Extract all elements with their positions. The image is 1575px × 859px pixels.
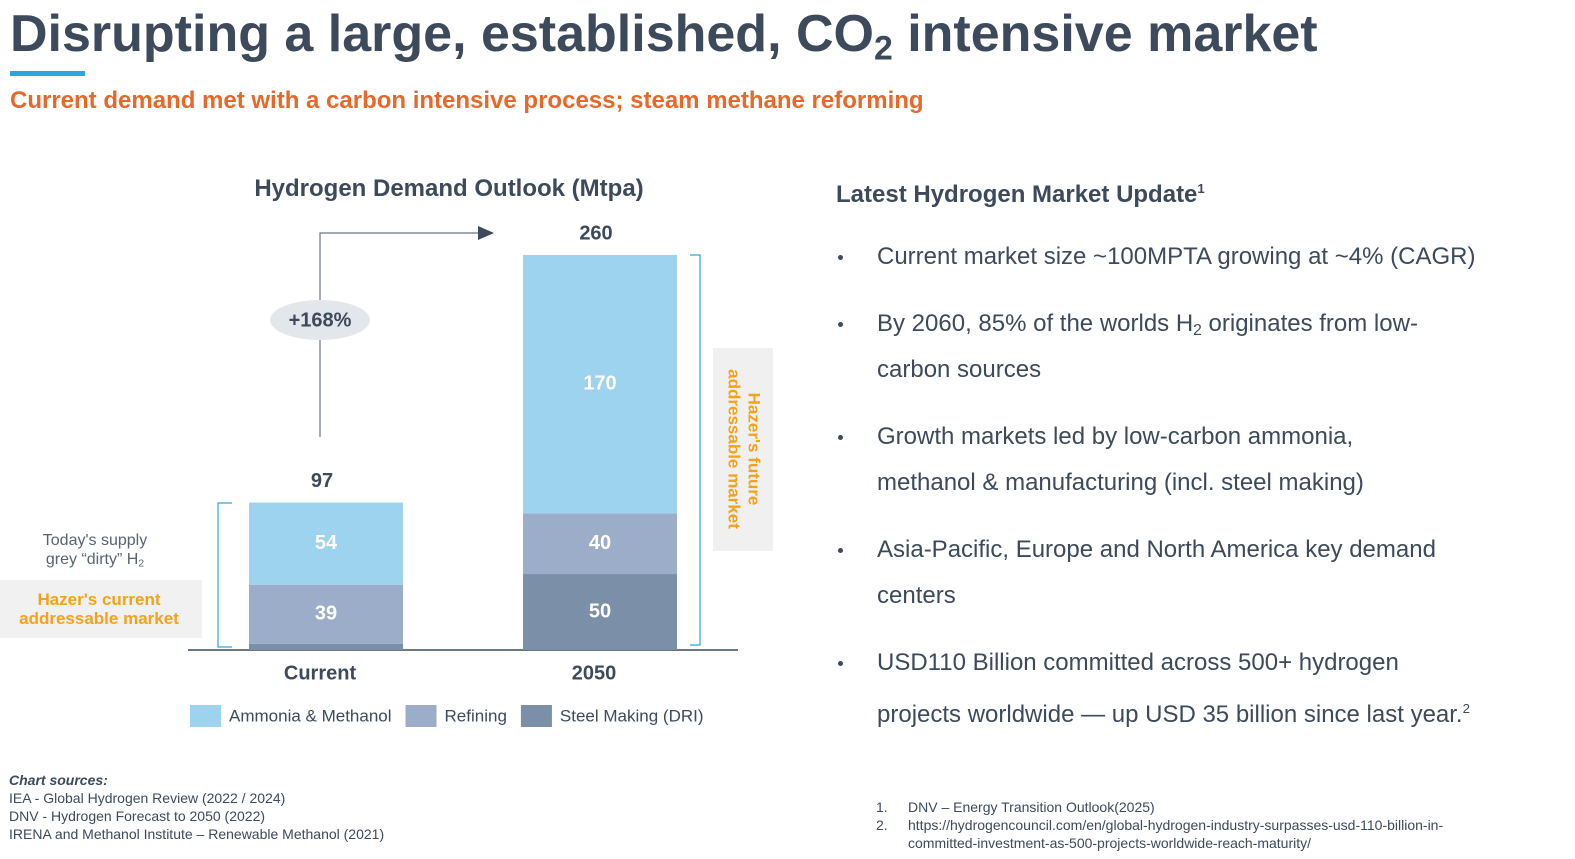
text-run: methanol & manufacturing (incl. steel ma… (877, 469, 1364, 496)
text-run: 2 (1462, 701, 1470, 716)
growth-badge (270, 300, 370, 340)
footnote-line: DNV – Energy Transition Outlook(2025) (908, 799, 1155, 815)
bar-segment (523, 255, 677, 514)
bullet-dot (838, 322, 843, 327)
value-label: 54 (315, 532, 338, 554)
bullet-line: carbon sources (877, 355, 1041, 385)
footnote-line: committed-investment-as-500-projects-wor… (908, 835, 1312, 851)
source-item: IRENA and Methanol Institute – Renewable… (9, 826, 385, 842)
text-run: Today's supply (42, 532, 148, 549)
legend-swatch (520, 705, 552, 727)
bullet-line: methanol & manufacturing (incl. steel ma… (877, 468, 1364, 498)
title-underline (10, 71, 85, 76)
bullet-line: projects worldwide — up USD 35 billion s… (877, 694, 1470, 730)
bar-segment (523, 574, 677, 650)
bullet-line: By 2060, 85% of the worlds H2 originates… (877, 309, 1418, 346)
total-label: 260 (579, 222, 612, 244)
text-run: Growth markets led by low-carbon ammonia… (877, 423, 1354, 450)
source-item: DNV - Hydrogen Forecast to 2050 (2022) (9, 808, 266, 824)
text-run: 2 (138, 558, 145, 570)
growth-label: +168% (289, 309, 352, 331)
text-run: Disrupting a large, established, CO (10, 5, 874, 63)
text-run: 2 (1193, 321, 1202, 339)
current-market-line: addressable market (19, 609, 179, 628)
bar-segment (249, 584, 403, 644)
text-run: Current market size ~100MPTA growing at … (877, 243, 1476, 270)
text-run: carbon sources (877, 356, 1042, 383)
text-run: intensive market (892, 5, 1318, 63)
total-label: 97 (311, 470, 333, 492)
sources-heading: Chart sources: (9, 772, 108, 788)
bullet-line: centers (877, 581, 956, 611)
legend-swatch (405, 705, 437, 727)
footnote-line: https://hydrogencouncil.com/en/global-hy… (908, 817, 1444, 833)
text-run: 2 (873, 29, 893, 68)
legend-swatch (190, 705, 221, 727)
bar-segment (249, 643, 403, 650)
text-run: Asia-Pacific, Europe and North America k… (877, 536, 1436, 563)
bullet-dot (838, 548, 843, 553)
bullet-dot (838, 661, 843, 666)
future-market-line: addressable market (725, 369, 744, 529)
supply-note-line: grey “dirty” H2 (0, 550, 190, 574)
supply-note-line: Today's supply (0, 531, 190, 550)
text-run: originates from low- (1201, 310, 1418, 337)
source-item: IEA - Global Hydrogen Review (2022 / 202… (9, 790, 286, 806)
text-run: Latest Hydrogen Market Update (836, 181, 1198, 209)
text-run: projects worldwide — up USD 35 billion s… (877, 701, 1463, 729)
future-market-box (713, 348, 773, 551)
current-bracket (217, 502, 232, 648)
legend-label: Steel Making (DRI) (560, 706, 704, 725)
future-market-line: Hazer's future (745, 393, 764, 506)
text-run: grey “dirty” H (45, 551, 139, 568)
bullet-line: Asia-Pacific, Europe and North America k… (877, 535, 1436, 565)
market-heading: Latest Hydrogen Market Update1 (836, 174, 1205, 210)
text-run: By 2060, 85% of the worlds H (877, 310, 1194, 337)
value-label: 50 (589, 600, 611, 622)
current-market-line: Hazer's current (37, 590, 161, 609)
slide-title: Disrupting a large, established, CO2 int… (10, 2, 1318, 80)
bar-segment (523, 513, 677, 575)
text-run: USD110 Billion committed across 500+ hyd… (877, 649, 1399, 676)
value-label: 170 (583, 372, 616, 394)
slide-subtitle: Current demand met with a carbon intensi… (10, 87, 924, 114)
bar-segment (249, 502, 403, 585)
legend-label: Refining (445, 706, 507, 725)
legend-label: Ammonia & Methanol (229, 706, 392, 725)
bullet-dot (838, 435, 843, 440)
value-label: 40 (589, 532, 611, 554)
bullet-dot (838, 255, 843, 260)
bullet-line: Growth markets led by low-carbon ammonia… (877, 422, 1353, 452)
footnote-number: 2. (876, 817, 888, 833)
arrow-head (478, 226, 494, 240)
current-market-box (0, 580, 202, 638)
bullet-line: Current market size ~100MPTA growing at … (877, 242, 1475, 272)
footnote-number: 1. (876, 799, 888, 815)
value-label: 39 (315, 603, 337, 625)
category-label: Current (284, 662, 357, 684)
category-label: 2050 (572, 662, 617, 684)
text-run: centers (877, 582, 956, 609)
bullet-line: USD110 Billion committed across 500+ hyd… (877, 648, 1399, 678)
text-run: 1 (1197, 181, 1205, 196)
growth-arrow (319, 232, 482, 437)
chart-title: Hydrogen Demand Outlook (Mtpa) (254, 175, 644, 202)
future-bracket (690, 254, 701, 646)
